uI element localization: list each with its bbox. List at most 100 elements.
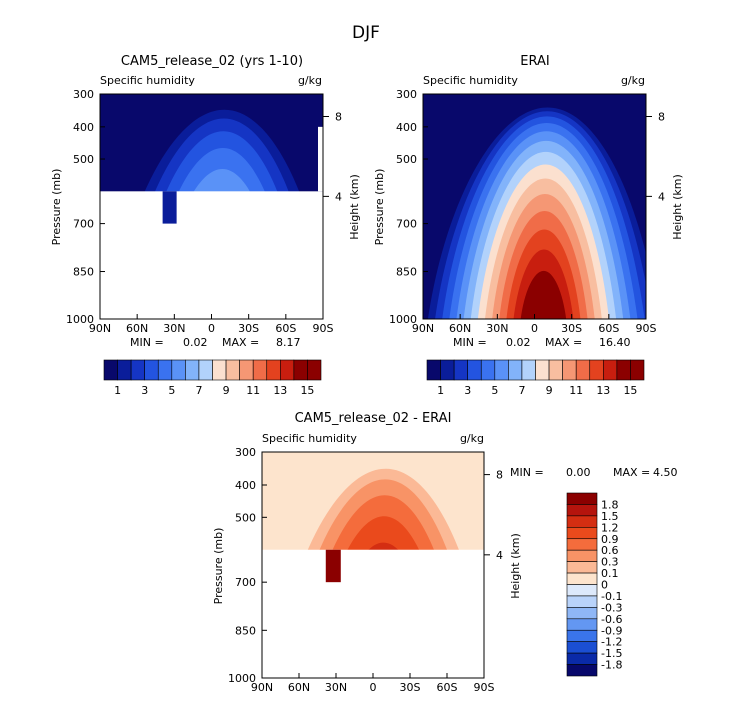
colorbar-swatch — [566, 572, 598, 585]
panel-model-stats: MIN = 0.02 MAX = 8.17 — [130, 336, 301, 349]
panel-model-max-label: MAX = — [222, 336, 259, 349]
colorbar-label: -1.8 — [601, 659, 622, 672]
y-tick-label: 700 — [396, 218, 417, 231]
colorbar-swatch — [280, 359, 295, 381]
notch-30n — [162, 191, 177, 224]
missing-data-mask — [262, 549, 484, 678]
colorbar-label: -1.5 — [601, 647, 622, 660]
panel-diff-ylabel: Pressure (mb) — [212, 528, 225, 605]
panel-diff-subtitle-right: g/kg — [460, 432, 484, 445]
panel-model-min-label: MIN = — [130, 336, 164, 349]
colorbar-label: -1.2 — [601, 636, 622, 649]
y-tick-label: 850 — [396, 266, 417, 279]
panel-model-ylabel-right: Height (km) — [348, 174, 361, 240]
colorbar-label: 13 — [273, 384, 287, 397]
colorbar-swatch — [494, 359, 509, 381]
panel-diff-subtitle-left: Specific humidity — [262, 432, 357, 445]
colorbar-label: 0.6 — [601, 544, 619, 557]
colorbar-swatch — [453, 359, 468, 381]
x-tick-label: 90S — [474, 681, 495, 694]
colorbar-swatch — [566, 561, 598, 574]
x-tick-label: 0 — [531, 322, 538, 335]
colorbar-label: 1 — [437, 384, 444, 397]
colorbar-label: 1.2 — [601, 521, 619, 534]
colorbar-label: 0 — [601, 579, 608, 592]
panel-model: CAM5_release_02 (yrs 1-10) Specific humi… — [50, 54, 361, 397]
colorbar-label: 9 — [546, 384, 553, 397]
contour-field — [100, 94, 323, 319]
x-tick-label: 60S — [598, 322, 619, 335]
x-tick-label: 60N — [449, 322, 471, 335]
plot-frame — [99, 93, 324, 320]
y-tick-label: 1000 — [228, 672, 256, 685]
colorbar-swatch — [535, 359, 550, 381]
panel-erai-stats: MIN = 0.02 MAX = 16.40 — [453, 336, 631, 349]
y-tick-label: 300 — [235, 446, 256, 459]
colorbar-swatch — [293, 359, 308, 381]
x-tick-label: 90N — [89, 322, 111, 335]
x-tick-label: 30S — [400, 681, 421, 694]
colorbar-swatch — [566, 515, 598, 528]
panel-erai-min-value: 0.02 — [506, 336, 531, 349]
y-tick-label: 500 — [73, 153, 94, 166]
colorbar-swatch — [566, 492, 598, 505]
colorbar-label: 3 — [464, 384, 471, 397]
panel-diff-max-value: 4.50 — [653, 466, 678, 479]
panel-model-subtitle-right: g/kg — [298, 74, 322, 87]
panel-diff-stats: MIN = 0.00 MAX = 4.50 — [510, 466, 678, 479]
plot-frame — [261, 451, 485, 679]
y-tick-label: 300 — [73, 88, 94, 101]
x-tick-label: 30N — [163, 322, 185, 335]
colorbar-swatch — [198, 359, 213, 381]
colorbar-label: 1.5 — [601, 510, 619, 523]
height-tick-label: 4 — [658, 190, 665, 203]
panel-erai-min-label: MIN = — [453, 336, 487, 349]
contour-band — [520, 270, 567, 319]
colorbar-swatch — [239, 359, 254, 381]
height-tick-label: 8 — [335, 111, 342, 124]
colorbar-swatch — [566, 607, 598, 620]
colorbar-swatch — [212, 359, 227, 381]
colorbar-swatch — [157, 359, 173, 381]
panel-model-max-value: 8.17 — [276, 336, 301, 349]
colorbar-swatch — [566, 538, 598, 551]
panel-erai-ylabel: Pressure (mb) — [373, 169, 386, 246]
x-tick-label: 30S — [561, 322, 582, 335]
colorbar-swatch — [130, 359, 145, 381]
colorbar-swatch — [566, 595, 598, 608]
panel-erai-subtitle-left: Specific humidity — [423, 74, 518, 87]
colorbar-swatch — [225, 359, 240, 381]
missing-data-edge — [318, 126, 323, 192]
x-tick-label: 0 — [208, 322, 215, 335]
colorbar-swatch — [566, 527, 598, 540]
panel-diff-min-value: 0.00 — [566, 466, 591, 479]
colorbar-swatch — [480, 359, 496, 381]
colorbar-label: 13 — [596, 384, 610, 397]
colorbar-swatch — [103, 359, 118, 381]
contour-field — [262, 452, 484, 678]
colorbar-swatch — [566, 504, 598, 517]
colorbar-swatch — [440, 359, 455, 381]
y-tick-label: 400 — [396, 121, 417, 134]
y-tick-label: 1000 — [66, 313, 94, 326]
height-tick-label: 8 — [658, 111, 665, 124]
panel-model-min-value: 0.02 — [183, 336, 208, 349]
y-tick-label: 400 — [73, 121, 94, 134]
y-tick-label: 850 — [73, 266, 94, 279]
x-tick-label: 30N — [325, 681, 347, 694]
colorbar-swatch — [467, 359, 482, 381]
colorbar-swatch — [185, 359, 200, 381]
panel-diff-title: CAM5_release_02 - ERAI — [295, 411, 452, 426]
colorbar-swatch — [566, 664, 598, 677]
colorbar-label: 5 — [168, 384, 175, 397]
x-tick-label: 60N — [126, 322, 148, 335]
colorbar-swatch — [171, 359, 186, 381]
x-tick-label: 90S — [313, 322, 334, 335]
colorbar-label: 1.8 — [601, 498, 619, 511]
colorbar-swatch — [616, 359, 631, 381]
y-tick-label: 500 — [396, 153, 417, 166]
colorbar-swatch — [144, 359, 159, 381]
colorbar-swatch — [307, 359, 322, 381]
colorbar-swatch — [589, 359, 604, 381]
